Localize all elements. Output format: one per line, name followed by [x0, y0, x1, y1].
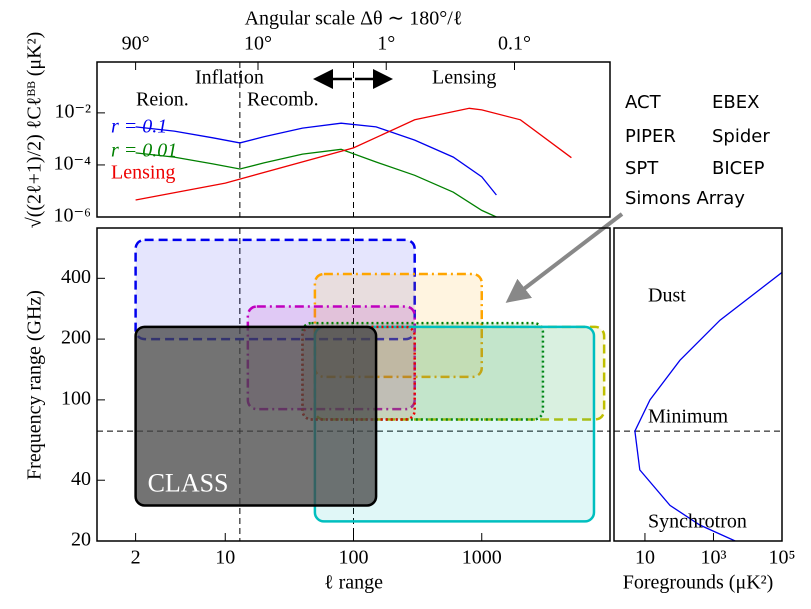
annotation: Synchrotron	[648, 511, 747, 533]
y-tick-label: 20	[71, 529, 91, 551]
x2-axis-label: Angular scale Δθ ∼ 180°/ℓ	[245, 8, 463, 30]
annotation: Dust	[648, 285, 686, 307]
x-axis-label: Foregrounds (μK²)	[623, 572, 774, 594]
experiment-box	[134, 325, 378, 507]
x-tick-label: 1000	[462, 547, 502, 569]
series-line	[135, 107, 572, 201]
series-line	[135, 122, 497, 196]
x-tick-label: 10	[635, 547, 655, 569]
legend-entry: EBEX	[712, 92, 759, 113]
x-tick-label: 2	[131, 547, 141, 569]
y-tick-label: 200	[61, 327, 91, 349]
y-tick-label: 10⁻⁶	[53, 205, 91, 227]
plot-area	[614, 271, 782, 541]
y-tick-label: 10⁻⁴	[53, 153, 91, 175]
y-axis-label: Frequency range (GHz)	[24, 290, 46, 480]
pointer-arrow	[505, 212, 624, 303]
series-line	[634, 271, 782, 541]
legend-entry: Simons Array	[625, 188, 745, 209]
legend-entry: ACT	[625, 92, 662, 113]
x-axis-label: ℓ range	[324, 572, 383, 594]
series-label: Lensing	[111, 162, 175, 184]
y-tick-label: 10⁻²	[54, 100, 91, 122]
legend-entry: Spider	[712, 126, 770, 147]
plot-area	[135, 62, 572, 217]
annotation: Lensing	[432, 67, 496, 89]
legend-entry: PIPER	[625, 126, 676, 147]
axes-frame	[613, 227, 783, 542]
series-line	[135, 148, 497, 217]
experiment-box	[134, 238, 416, 341]
annotation: Reion.	[136, 89, 189, 111]
box-label: CLASS	[148, 468, 229, 497]
annotation: Minimum	[648, 406, 728, 428]
y-tick-label: 400	[61, 266, 91, 288]
series-label: r = 0.01	[111, 140, 177, 162]
legend-entry: BICEP	[712, 158, 765, 179]
experiment-box	[313, 325, 606, 421]
plot-area	[97, 228, 610, 541]
x-tick-label: 100	[339, 547, 369, 569]
y-tick-label: 40	[71, 468, 91, 490]
x2-tick-label: 90°	[122, 33, 150, 55]
y-tick-label: 100	[61, 387, 91, 409]
axes-frame	[96, 61, 611, 218]
x2-tick-label: 10°	[244, 33, 272, 55]
x2-tick-label: 0.1°	[498, 33, 531, 55]
y-axis-label: √((2ℓ+1)/2) ℓCℓᴮᴮ (μK²)	[24, 32, 46, 228]
annotation: Inflation	[195, 67, 264, 89]
x-tick-label: 10⁵	[769, 547, 796, 569]
x-tick-label: 10	[215, 547, 235, 569]
legend-entry: SPT	[625, 158, 659, 179]
series-label: r = 0.1	[111, 116, 167, 138]
x-tick-label: 10³	[700, 547, 726, 569]
x2-tick-label: 1°	[377, 33, 395, 55]
annotation: Recomb.	[247, 89, 319, 111]
